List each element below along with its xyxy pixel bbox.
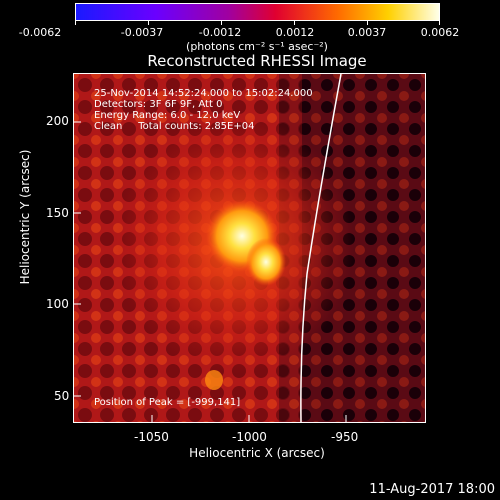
- info-clean: Clean Total counts: 2.85E+04: [94, 121, 255, 132]
- info-detectors: Detectors: 3F 6F 9F, Att 0: [94, 99, 223, 110]
- info-peak: Position of Peak = [-999,141]: [94, 397, 241, 408]
- y-tick-label: 100: [46, 297, 69, 311]
- colorbar-tick: [367, 21, 368, 25]
- colorbar-units: (photons cm⁻² s⁻¹ asec⁻²): [186, 40, 328, 53]
- colorbar-tick-label: 0.0012: [275, 26, 315, 39]
- y-tick-label: 200: [46, 114, 69, 128]
- colorbar-tick-label: 0.0062: [420, 26, 460, 39]
- x-tick-label: -1000: [232, 430, 267, 444]
- colorbar-tick: [439, 21, 440, 25]
- colorbar-tick-label: -0.0012: [198, 26, 242, 39]
- info-energy: Energy Range: 6.0 - 12.0 keV: [94, 110, 241, 121]
- colorbar-tick-label: -0.0037: [120, 26, 164, 39]
- colorbar: [75, 3, 440, 21]
- info-time-range: 25-Nov-2014 14:52:24.000 to 15:02:24.000: [94, 88, 313, 99]
- rhessi-image: 25-Nov-2014 14:52:24.000 to 15:02:24.000…: [73, 73, 426, 423]
- x-tick-label: -950: [331, 430, 359, 444]
- rhessi-image-canvas: [74, 74, 425, 422]
- x-tick-label: -1050: [134, 430, 169, 444]
- plot-title: Reconstructed RHESSI Image: [147, 52, 367, 70]
- flare-source-secondary: [246, 238, 286, 286]
- x-axis-label: Heliocentric X (arcsec): [189, 446, 325, 460]
- y-axis-label: Heliocentric Y (arcsec): [18, 149, 32, 285]
- colorbar-tick: [294, 21, 295, 25]
- y-tick-label: 50: [54, 389, 70, 403]
- y-tick-label: 150: [46, 206, 69, 220]
- colorbar-gradient: [76, 4, 439, 20]
- colorbar-tick: [221, 21, 222, 25]
- colorbar-tick-label: -0.0062: [18, 26, 62, 39]
- colorbar-tick: [75, 21, 76, 25]
- timestamp: 11-Aug-2017 18:00: [369, 482, 495, 497]
- solar-limb: [300, 74, 342, 422]
- colorbar-tick-label: 0.0037: [347, 26, 387, 39]
- colorbar-tick: [148, 21, 149, 25]
